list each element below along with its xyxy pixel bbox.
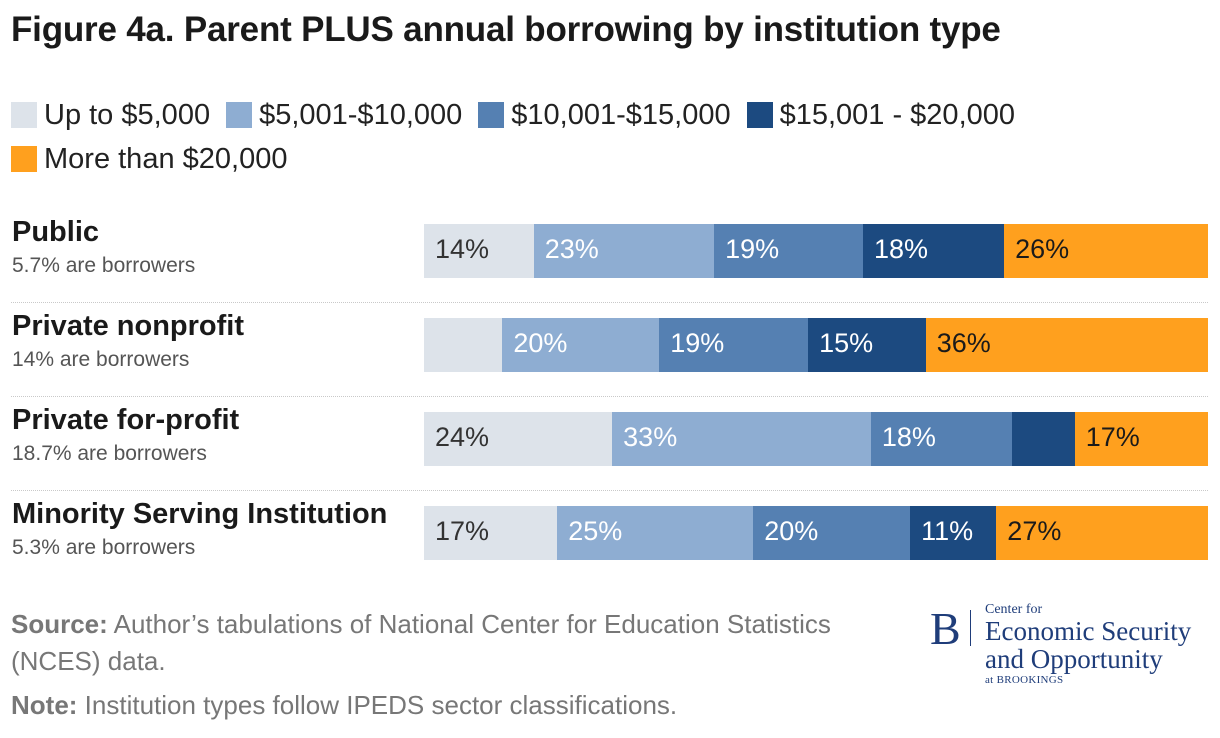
data-label: 11%: [921, 516, 974, 546]
chart-title: Figure 4a. Parent PLUS annual borrowing …: [11, 10, 1001, 49]
bar-segment: 18%: [863, 224, 1005, 278]
category-label: Public: [12, 216, 100, 248]
logo-divider: [970, 610, 971, 646]
bar-segment: 18%: [870, 412, 1012, 466]
bar-segment: [424, 318, 503, 372]
category-subtitle: 5.7% are borrowers: [12, 254, 196, 277]
legend-item: Up to $5,000: [11, 98, 211, 131]
legend-swatch: [11, 146, 37, 172]
source-label: Source:: [11, 609, 108, 639]
stacked-bar: 17% 25% 20% 11% 27%: [424, 506, 1208, 560]
data-label: 25%: [568, 516, 623, 546]
bar-segment: 24%: [424, 412, 613, 466]
bar-row: Private nonprofit 14% are borrowers 20% 19%…: [0, 310, 1220, 404]
row-divider: [11, 302, 1208, 303]
data-label: 14%: [435, 234, 490, 264]
data-label: 15%: [819, 328, 874, 358]
legend-swatch: [478, 102, 505, 128]
bar-row: Private for-profit 18.7% are borrowers 24%…: [0, 404, 1220, 498]
legend-item: $5,001-$10,000: [226, 98, 463, 131]
data-label: 27%: [1007, 516, 1062, 546]
category-label: Private nonprofit: [12, 310, 245, 342]
category-label: Private for-profit: [12, 404, 240, 436]
logo-line1: Economic Security: [985, 616, 1192, 646]
source-body: Author’s tabulations of National Center …: [11, 609, 831, 676]
note-text: Note: Institution types follow IPEDS sec…: [11, 690, 677, 721]
brookings-logo: B Center for Economic Security and Opport…: [930, 600, 1215, 690]
legend-item: $15,001 - $20,000: [746, 98, 1016, 131]
data-label: 24%: [435, 422, 490, 452]
bar-segment: 14%: [424, 224, 534, 278]
category-subtitle: 18.7% are borrowers: [12, 442, 207, 465]
bar-segment: 26%: [1004, 224, 1208, 278]
data-label: 33%: [623, 422, 678, 452]
bar-segment: 11%: [910, 506, 997, 560]
legend-label: $15,001 - $20,000: [779, 98, 1016, 131]
bar-segment: 20%: [753, 506, 911, 560]
note-body: Institution types follow IPEDS sector cl…: [84, 690, 678, 720]
bar-row: Public 5.7% are borrowers 14% 23% 19% 18% 26%: [0, 216, 1220, 310]
bar-segment: [1011, 412, 1075, 466]
source-text: Source: Author’s tabulations of National…: [11, 606, 831, 680]
bar-segment: 17%: [1074, 412, 1208, 466]
data-label: 20%: [764, 516, 819, 546]
legend-item: More than $20,000: [11, 142, 288, 175]
bar-segment: 36%: [925, 318, 1208, 372]
bar-row: Minority Serving Institution 5.3% are bor…: [0, 498, 1220, 592]
legend-label: $5,001-$10,000: [259, 98, 463, 131]
legend-swatch: [11, 102, 37, 128]
logo-letter: B: [930, 603, 961, 654]
logo-line2: and Opportunity: [985, 644, 1163, 674]
data-label: 36%: [936, 328, 991, 358]
legend-swatch: [226, 102, 253, 128]
data-label: 19%: [725, 234, 780, 264]
legend-swatch: [746, 102, 773, 128]
bar-segment: 19%: [659, 318, 809, 372]
bar-segment: 27%: [996, 506, 1208, 560]
data-label: 17%: [1085, 422, 1140, 452]
note-label: Note:: [11, 690, 78, 720]
logo-small-text: Center for: [985, 602, 1043, 617]
data-label: 18%: [874, 234, 929, 264]
bar-segment: 15%: [808, 318, 926, 372]
logo-main-text: Economic Security and Opportunity: [985, 617, 1191, 673]
category-label: Minority Serving Institution: [12, 498, 388, 530]
data-label: 23%: [544, 234, 599, 264]
category-subtitle: 14% are borrowers: [12, 348, 190, 371]
legend: Up to $5,000 $5,001-$10,000 $10,001-$15,00…: [11, 98, 1201, 175]
stacked-bar: 20% 19% 15% 36%: [424, 318, 1208, 372]
bar-segment: 25%: [557, 506, 754, 560]
bar-segment: 17%: [424, 506, 558, 560]
bar-segment: 20%: [502, 318, 660, 372]
legend-label: $10,001-$15,000: [511, 98, 731, 131]
data-label: 20%: [513, 328, 568, 358]
data-label: 19%: [670, 328, 725, 358]
stacked-bar: 14% 23% 19% 18% 26%: [424, 224, 1208, 278]
row-divider: [11, 396, 1208, 397]
data-label: 18%: [881, 422, 936, 452]
legend-label: More than $20,000: [44, 142, 288, 175]
data-label: 17%: [435, 516, 490, 546]
category-subtitle: 5.3% are borrowers: [12, 536, 196, 559]
data-label: 26%: [1015, 234, 1070, 264]
legend-label: Up to $5,000: [44, 98, 211, 131]
stacked-bar: 24% 33% 18% 17%: [424, 412, 1208, 466]
bar-segment: 19%: [714, 224, 864, 278]
logo-bottom-text: at BROOKINGS: [985, 674, 1064, 686]
legend-item: $10,001-$15,000: [478, 98, 731, 131]
bar-segment: 33%: [612, 412, 871, 466]
row-divider: [11, 490, 1208, 491]
bar-segment: 23%: [533, 224, 715, 278]
